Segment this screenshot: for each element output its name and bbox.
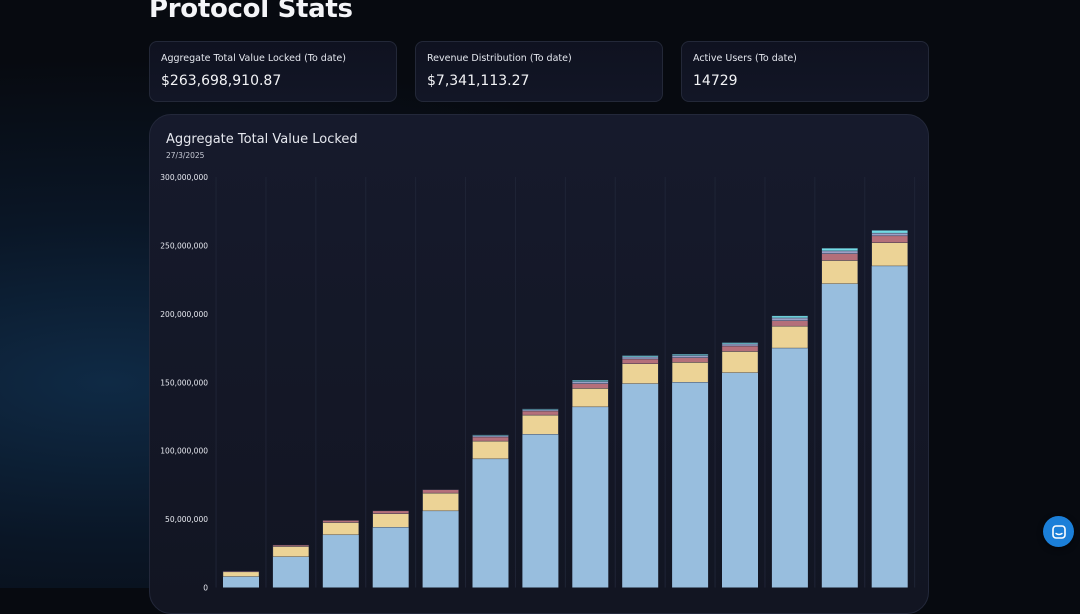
bar-segment[interactable] — [721, 342, 759, 345]
bar-segment[interactable] — [672, 382, 709, 588]
bar-segment[interactable] — [622, 363, 659, 384]
bar-segment[interactable] — [322, 534, 359, 588]
bar-segment[interactable] — [771, 315, 809, 319]
stat-value: 14729 — [693, 73, 738, 89]
bar-segment[interactable] — [522, 434, 559, 588]
bar-segment[interactable] — [721, 345, 759, 352]
bar-segment[interactable] — [871, 265, 908, 588]
bar-segment[interactable] — [372, 510, 409, 514]
bar-segment[interactable] — [372, 513, 409, 528]
bar-segment[interactable] — [871, 230, 908, 234]
bar-segment[interactable] — [522, 408, 559, 410]
bar-segment[interactable] — [222, 571, 260, 577]
stat-label: Aggregate Total Value Locked (To date) — [161, 53, 346, 64]
bar-segment[interactable] — [272, 546, 310, 557]
bar-segment[interactable] — [821, 253, 858, 261]
y-tick-label: 250,000,000 — [160, 241, 208, 250]
stat-label: Revenue Distribution (To date) — [427, 53, 572, 64]
bar-segment[interactable] — [572, 383, 609, 389]
bar-segment[interactable] — [771, 320, 809, 327]
bar-segment[interactable] — [322, 520, 360, 523]
bar-segment[interactable] — [871, 232, 908, 237]
y-tick-label: 50,000,000 — [165, 515, 208, 524]
bar-segment[interactable] — [622, 358, 659, 364]
bar-segment[interactable] — [871, 235, 908, 243]
bar-segment[interactable] — [472, 434, 509, 436]
stat-card-tvl: Aggregate Total Value Locked (To date) $… — [149, 41, 397, 102]
bar-segment[interactable] — [572, 381, 609, 384]
bar-segment[interactable] — [771, 348, 808, 588]
bar-segment[interactable] — [722, 372, 758, 588]
bar-segment[interactable] — [272, 544, 310, 547]
chart-subtitle: 27/3/2025 — [166, 151, 205, 160]
page-title: Protocol Stats — [149, 0, 353, 24]
bar-segment[interactable] — [422, 489, 459, 494]
y-tick-label: 0 — [203, 584, 208, 593]
bar-segment[interactable] — [422, 492, 459, 512]
tvl-bar-chart: 0 50,000,000 100,000,000 150,000,000 200,000… — [160, 173, 916, 593]
bar-segment[interactable] — [821, 283, 858, 588]
bar-segment[interactable] — [322, 522, 360, 536]
chat-bubble-icon — [1051, 524, 1066, 539]
bar-segment[interactable] — [671, 355, 709, 358]
bar-segment[interactable] — [422, 510, 459, 588]
bar-segment[interactable] — [721, 343, 759, 347]
stat-card-active-users: Active Users (To date) 14729 — [681, 41, 929, 102]
bar-segment[interactable] — [671, 362, 709, 383]
y-tick-label: 200,000,000 — [160, 310, 208, 319]
bar-segment[interactable] — [622, 383, 659, 588]
y-tick-label: 100,000,000 — [160, 447, 208, 456]
stat-card-revenue: Revenue Distribution (To date) $7,341,11… — [415, 41, 663, 102]
bar-segment[interactable] — [472, 436, 509, 442]
chart-title: Aggregate Total Value Locked — [166, 132, 358, 147]
chat-button[interactable] — [1043, 516, 1074, 547]
bar-segment[interactable] — [272, 556, 309, 588]
bar-segment[interactable] — [771, 317, 809, 321]
bar-segment[interactable] — [821, 260, 858, 284]
bar-segment[interactable] — [871, 242, 908, 267]
bar-segment[interactable] — [572, 388, 609, 408]
bar-segment[interactable] — [771, 325, 809, 349]
y-tick-label: 150,000,000 — [160, 378, 208, 387]
chart-card: Aggregate Total Value Locked 27/3/2025 0… — [149, 114, 929, 614]
bar-segment[interactable] — [472, 440, 509, 460]
bar-segment[interactable] — [721, 351, 759, 373]
bar-segment[interactable] — [671, 353, 709, 356]
stat-value: $7,341,113.27 — [427, 73, 530, 89]
stat-value: $263,698,910.87 — [161, 73, 282, 89]
bar-segment[interactable] — [522, 414, 559, 435]
bar-segment[interactable] — [372, 527, 409, 588]
bar-segment[interactable] — [821, 247, 858, 252]
bar-segment[interactable] — [522, 410, 559, 416]
y-tick-label: 300,000,000 — [160, 173, 208, 182]
bar-segment[interactable] — [472, 458, 509, 588]
bar-segment[interactable] — [821, 250, 858, 254]
bar-segment[interactable] — [572, 406, 609, 588]
bar-segment[interactable] — [671, 357, 709, 363]
bar-segment[interactable] — [572, 379, 609, 382]
bar-segment[interactable] — [622, 355, 659, 358]
bar-segment[interactable] — [622, 356, 659, 360]
bar-segment[interactable] — [222, 570, 260, 573]
bar-segment[interactable] — [223, 576, 259, 588]
stat-label: Active Users (To date) — [693, 53, 797, 64]
